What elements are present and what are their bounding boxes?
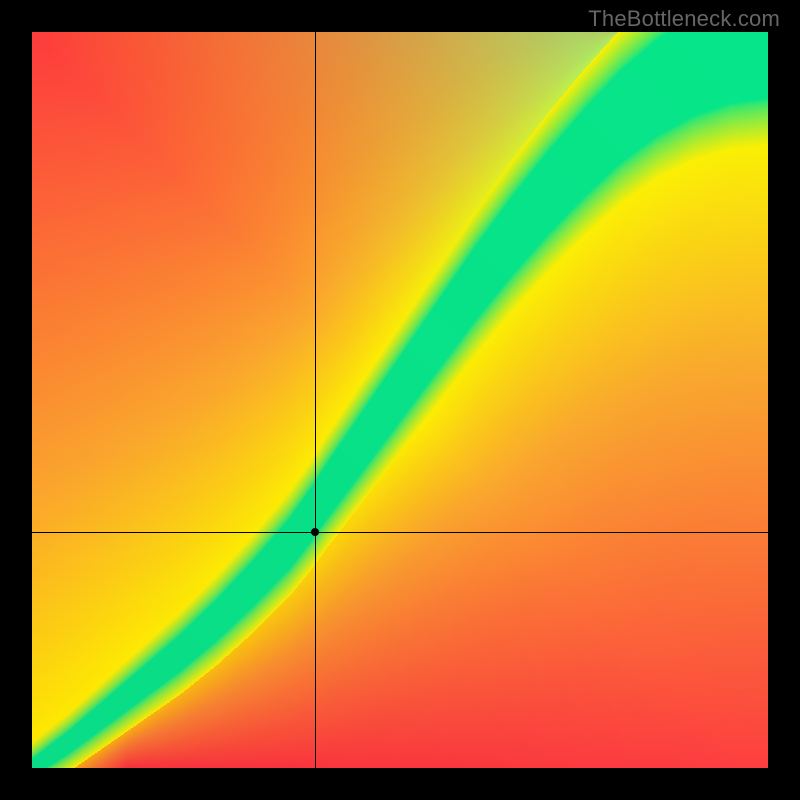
heatmap-canvas — [32, 32, 768, 768]
marker-dot — [311, 528, 319, 536]
plot-area — [32, 32, 768, 768]
crosshair-horizontal — [32, 532, 768, 533]
crosshair-vertical — [315, 32, 316, 768]
watermark-text: TheBottleneck.com — [588, 6, 780, 32]
